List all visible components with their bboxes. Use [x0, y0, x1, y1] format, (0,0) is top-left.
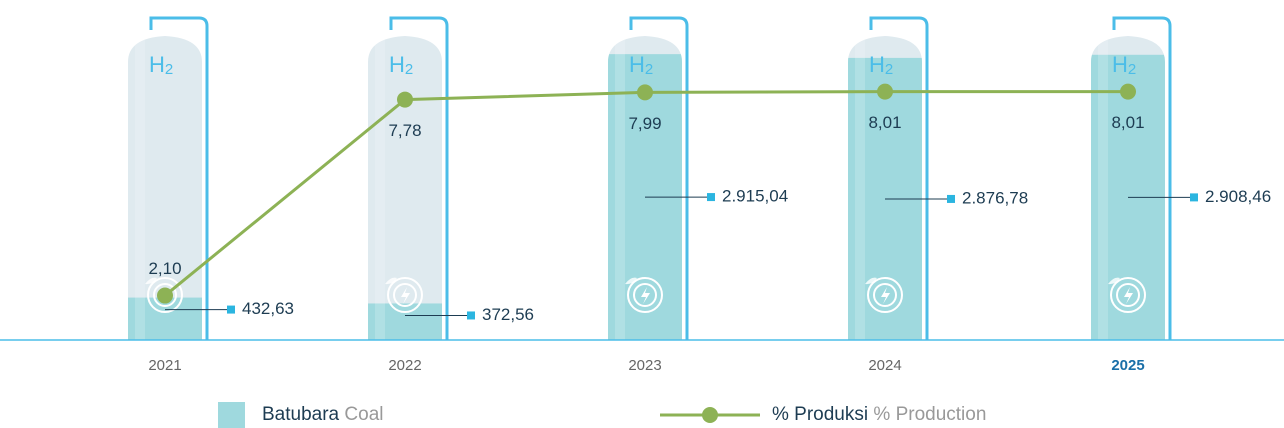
tank-label-sub: 2 [885, 61, 893, 78]
line-value-label: 7,99 [628, 114, 661, 133]
bar [368, 303, 442, 340]
icon-ring [1110, 277, 1146, 313]
label-marker [1190, 193, 1198, 202]
legend-dot [702, 407, 718, 423]
bar-value-label: 2.908,46 [1205, 187, 1271, 206]
tank-label: H2 [389, 52, 413, 78]
x-tick-label: 2023 [628, 357, 661, 374]
tank-label-sub: 2 [1128, 61, 1136, 78]
tank [368, 36, 442, 340]
label-marker [467, 311, 475, 320]
tank-label-sub: 2 [165, 61, 173, 78]
label-marker [227, 305, 235, 314]
icon-leaf [145, 277, 157, 285]
pipe [629, 16, 689, 340]
icon-ring [627, 277, 663, 313]
icon-ring [867, 277, 903, 313]
tank-label-sub: 2 [405, 61, 413, 78]
bar-value-label: 432,63 [242, 299, 294, 318]
line-point [1120, 83, 1136, 100]
legend-label: Batubara Coal [262, 404, 383, 425]
bar-value-label: 372,56 [482, 305, 534, 324]
icon-bolt [1124, 287, 1133, 304]
pipe [1112, 16, 1172, 340]
pipe [149, 16, 209, 340]
tank-label-h: H [389, 52, 405, 77]
icon-leaf [1108, 277, 1120, 285]
icon-core [873, 283, 897, 307]
line-value-label: 7,78 [388, 121, 421, 140]
icon-leaf [865, 277, 877, 285]
icon-leaf [625, 277, 637, 285]
tank [128, 36, 202, 340]
tank-label-h: H [629, 52, 645, 77]
tank-highlight [855, 40, 865, 340]
pipe [869, 16, 929, 340]
tank-label-h: H [1112, 52, 1128, 77]
label-marker [707, 193, 715, 202]
tank-highlight [1098, 40, 1108, 340]
icon-core [1116, 283, 1140, 307]
line-point [637, 84, 653, 101]
x-tick-label: 2025 [1111, 357, 1144, 374]
icon-bolt [401, 287, 410, 304]
tank-label: H2 [149, 52, 173, 78]
bar-value-label: 2.915,04 [722, 187, 788, 206]
tank-highlight [375, 40, 385, 340]
tanks: H2432,63H2372,56H22.915,04H22.876,78H22.… [128, 16, 1271, 340]
tank-label: H2 [869, 52, 893, 78]
legend-name: Batubara [262, 404, 340, 425]
label-marker [947, 194, 955, 203]
legend: Batubara Coal % Produksi % Production [218, 402, 986, 428]
line-point [397, 91, 413, 108]
legend-swatch [218, 402, 245, 428]
icon-bolt [641, 287, 650, 304]
x-tick-label: 2022 [388, 357, 421, 374]
legend-name: % Produksi [772, 404, 868, 425]
tank-highlight [615, 40, 625, 340]
icon-core [153, 283, 177, 307]
tank-label-h: H [149, 52, 165, 77]
icon-bolt [881, 287, 890, 304]
line-value-label: 8,01 [1111, 113, 1144, 132]
icon-core [393, 283, 417, 307]
icon-core [633, 283, 657, 307]
icon-ring [147, 277, 183, 313]
legend-name-en: Coal [344, 404, 383, 425]
tank-highlight [135, 40, 145, 340]
tank-label-sub: 2 [645, 61, 653, 78]
x-tick-label: 2021 [148, 357, 181, 374]
legend-name-en: % Production [873, 404, 986, 425]
x-tick-label: 2024 [868, 357, 901, 374]
tank-label: H2 [629, 52, 653, 78]
bar [128, 297, 202, 340]
icon-leaf [385, 277, 397, 285]
line-point [157, 287, 173, 304]
tank-label: H2 [1112, 52, 1136, 78]
line-value-label: 8,01 [868, 113, 901, 132]
icon-ring [387, 277, 423, 313]
line-value-label: 2,10 [148, 259, 181, 278]
bar-value-label: 2.876,78 [962, 188, 1028, 207]
pipe [389, 16, 449, 340]
legend-label: % Produksi % Production [772, 404, 986, 425]
tank-label-h: H [869, 52, 885, 77]
line-point [877, 83, 893, 100]
